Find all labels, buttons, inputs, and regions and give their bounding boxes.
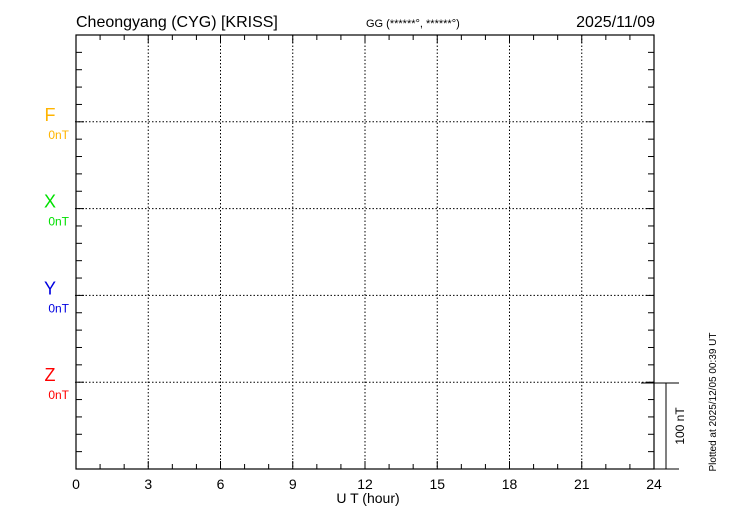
series-baseline-x: 0nT — [48, 215, 69, 229]
x-tick-label: 6 — [217, 476, 225, 492]
x-tick-label: 0 — [72, 476, 80, 492]
x-tick-label: 15 — [429, 476, 445, 492]
x-tick-label: 18 — [502, 476, 518, 492]
axis-ticks — [75, 35, 655, 469]
x-axis-label: U T (hour) — [336, 490, 399, 506]
x-tick-label: 24 — [646, 476, 662, 492]
x-tick-label: 3 — [144, 476, 152, 492]
series-baseline-z: 0nT — [48, 388, 69, 402]
station-title: Cheongyang (CYG) [KRISS] — [76, 14, 278, 31]
grid — [75, 35, 655, 469]
series-name-y: Y — [44, 278, 56, 298]
x-tick-label: 12 — [357, 476, 373, 492]
series-name-x: X — [44, 192, 56, 212]
series-name-z: Z — [45, 365, 56, 385]
scale-bar-label: 100 nT — [673, 407, 687, 445]
x-tick-labels: 0 3 6 9 12 15 18 21 24 — [72, 476, 662, 492]
x-tick-label: 9 — [289, 476, 297, 492]
scale-bar — [641, 382, 679, 470]
series-baseline-y: 0nT — [48, 301, 69, 315]
plot-frame — [75, 34, 655, 470]
series-baseline-f: 0nT — [48, 128, 69, 142]
series-labels: F 0nT X 0nT Y 0nT Z 0nT — [44, 105, 70, 402]
x-tick-label: 21 — [574, 476, 590, 492]
plotted-timestamp: Plotted at 2025/12/05 00:39 UT — [708, 333, 719, 472]
date-label: 2025/11/09 — [576, 14, 655, 31]
coordinates-label: GG (******°, ******°) — [366, 18, 460, 30]
series-name-f: F — [45, 105, 56, 125]
